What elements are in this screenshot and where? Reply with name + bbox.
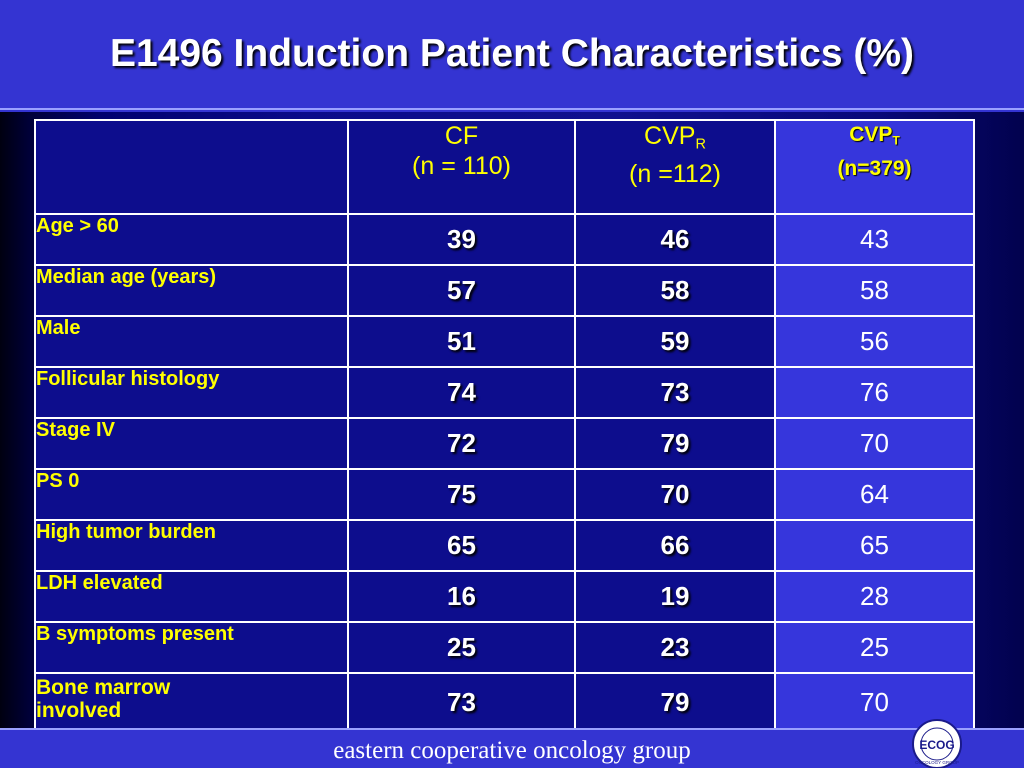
table-row: Median age (years) 57 58 58 (34, 264, 975, 317)
value-cf: 39 (347, 213, 576, 266)
header-cf-n: (n = 110) (412, 152, 511, 180)
header-cvpt: CVPT (n=379) (774, 119, 975, 215)
value-cvpt: 28 (774, 570, 975, 623)
table-row: Age > 60 39 46 43 (34, 213, 975, 266)
value-cvpt: 64 (774, 468, 975, 521)
table-row: PS 0 75 70 64 (34, 468, 975, 521)
header-cvpt-n: (n=379) (837, 156, 912, 180)
title-bar: E1496 Induction Patient Characteristics … (0, 0, 1024, 110)
value-cf: 75 (347, 468, 576, 521)
value-cvpr: 19 (574, 570, 776, 623)
slide-title: E1496 Induction Patient Characteristics … (109, 32, 915, 75)
table-row: Follicular histology 74 73 76 (34, 366, 975, 419)
value-cvpr: 66 (574, 519, 776, 572)
row-label: Age > 60 (34, 213, 349, 266)
row-label: High tumor burden (34, 519, 349, 572)
table-row: B symptoms present 25 23 25 (34, 621, 975, 674)
row-label: PS 0 (34, 468, 349, 521)
row-label-line-2: involved (36, 699, 122, 722)
header-cvpt-name: CVP (849, 123, 893, 146)
header-cvpr-n: (n =112) (629, 160, 721, 189)
value-cvpt: 65 (774, 519, 975, 572)
row-label: Follicular histology (34, 366, 349, 419)
header-cvpr-name: CVP (644, 122, 696, 150)
table-row: Male 51 59 56 (34, 315, 975, 368)
value-cvpr: 79 (574, 672, 776, 733)
value-cvpt: 76 (774, 366, 975, 419)
value-cvpt: 25 (774, 621, 975, 674)
value-cvpr: 70 (574, 468, 776, 521)
value-cvpr: 46 (574, 213, 776, 266)
value-cvpt: 43 (774, 213, 975, 266)
row-label: Median age (years) (34, 264, 349, 317)
header-cvpr-subscript: R (695, 136, 706, 153)
header-cvpr: CVPR (n =112) (574, 119, 776, 215)
header-empty-cell (34, 119, 349, 215)
value-cvpt: 56 (774, 315, 975, 368)
value-cvpr: 58 (574, 264, 776, 317)
row-label-line-1: Bone marrow (36, 676, 171, 699)
value-cf: 16 (347, 570, 576, 623)
value-cvpt: 70 (774, 417, 975, 470)
value-cvpr: 23 (574, 621, 776, 674)
header-cf: CF (n = 110) (347, 119, 576, 215)
row-label: Stage IV (34, 417, 349, 470)
header-cvpt-subscript: T (892, 133, 900, 148)
row-label: B symptoms present (34, 621, 349, 674)
table-row: High tumor burden 65 66 65 (34, 519, 975, 572)
value-cf: 73 (347, 672, 576, 733)
value-cf: 65 (347, 519, 576, 572)
table-row: Stage IV 72 79 70 (34, 417, 975, 470)
footer-organization: eastern cooperative oncology group (333, 737, 691, 764)
logo-subtext: ONCOLOGY GROUP (915, 760, 959, 765)
value-cvpr: 79 (574, 417, 776, 470)
footer-bar: eastern cooperative oncology group (0, 728, 1024, 768)
table-row: LDH elevated 16 19 28 (34, 570, 975, 623)
logo-text: ECOG (919, 738, 954, 752)
row-label: LDH elevated (34, 570, 349, 623)
table-header-row: CF (n = 110) CVPR (n =112) CVPT (n=379) (34, 119, 975, 215)
row-label: Bone marrow involved (34, 672, 349, 733)
value-cvpr: 73 (574, 366, 776, 419)
value-cf: 57 (347, 264, 576, 317)
ecog-logo-icon: ECOG ONCOLOGY GROUP (912, 719, 962, 768)
header-cf-name: CF (444, 122, 479, 150)
value-cf: 72 (347, 417, 576, 470)
value-cf: 74 (347, 366, 576, 419)
table-row: Bone marrow involved 73 79 70 (34, 672, 975, 733)
value-cvpt: 58 (774, 264, 975, 317)
value-cf: 51 (347, 315, 576, 368)
patient-characteristics-table: CF (n = 110) CVPR (n =112) CVPT (n=379) … (34, 119, 975, 733)
value-cvpr: 59 (574, 315, 776, 368)
value-cf: 25 (347, 621, 576, 674)
row-label: Male (34, 315, 349, 368)
